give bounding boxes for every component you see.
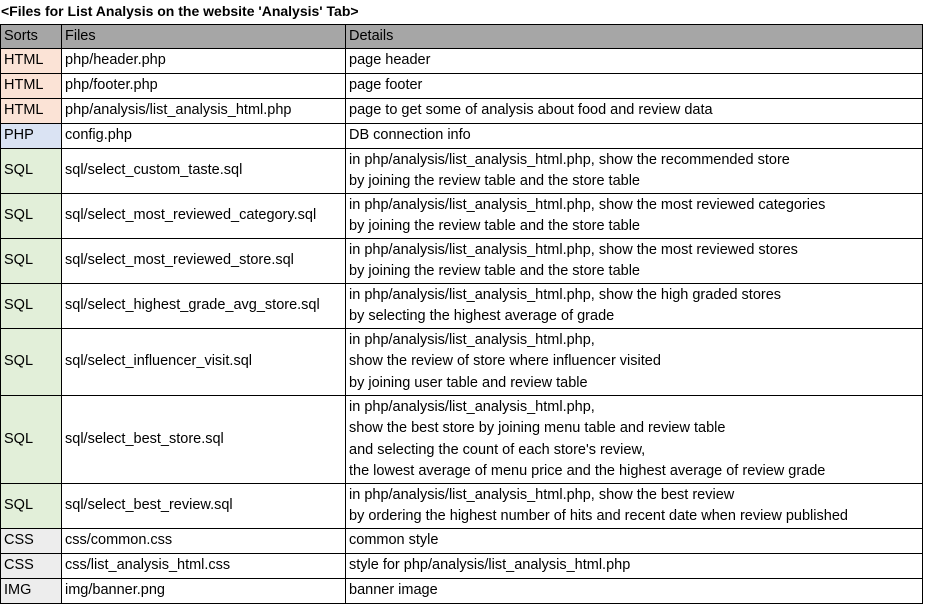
details-line: by joining the review table and the stor… [349, 173, 640, 189]
sort-cell: SQL [0, 148, 62, 194]
details-line: DB connection info [349, 127, 471, 144]
file-cell: sql/select_highest_grade_avg_store.sql [61, 283, 346, 329]
files-table: Sorts Files Details HTML php/header.php pa… [0, 24, 923, 604]
details-line: common style [349, 532, 439, 549]
file-cell: css/list_analysis_html.css [61, 553, 346, 579]
table-row: SQL sql/select_best_store.sql in php/analy… [0, 395, 923, 484]
sort-cell: CSS [0, 553, 62, 579]
file-cell: php/footer.php [61, 73, 346, 99]
details-line: page to get some of analysis about food … [349, 102, 713, 119]
table-row: HTML php/analysis/list_analysis_html.php p… [0, 98, 923, 124]
details-cell: in php/analysis/list_analysis_html.php, … [345, 283, 923, 329]
header-row: Sorts Files Details [0, 24, 923, 49]
header-sorts: Sorts [0, 24, 62, 49]
sort-cell: HTML [0, 48, 62, 74]
details-line: by joining the review table and the stor… [349, 263, 640, 279]
table-row: CSS css/list_analysis_html.css style for p… [0, 553, 923, 579]
details-line: in php/analysis/list_analysis_html.php, … [349, 196, 826, 213]
details-cell: style for php/analysis/list_analysis_htm… [345, 553, 923, 579]
page-title: <Files for List Analysis on the website … [1, 3, 359, 19]
details-line: style for php/analysis/list_analysis_htm… [349, 557, 631, 574]
table-row: CSS css/common.css common style [0, 528, 923, 554]
details-cell: common style [345, 528, 923, 554]
details-line: by ordering the highest number of hits a… [349, 508, 848, 524]
details-line: banner image [349, 582, 438, 599]
table-row: PHP config.php DB connection info [0, 123, 923, 149]
file-cell: config.php [61, 123, 346, 149]
table-row: SQL sql/select_most_reviewed_category.sql… [0, 193, 923, 239]
details-cell: in php/analysis/list_analysis_html.php, … [345, 193, 923, 239]
file-cell: css/common.css [61, 528, 346, 554]
sort-cell: SQL [0, 328, 62, 396]
sort-cell: PHP [0, 123, 62, 149]
details-line: in php/analysis/list_analysis_html.php, [349, 398, 595, 415]
details-cell: page footer [345, 73, 923, 99]
sort-cell: SQL [0, 238, 62, 284]
sort-cell: CSS [0, 528, 62, 554]
file-cell: sql/select_best_review.sql [61, 483, 346, 529]
details-line: in php/analysis/list_analysis_html.php, [349, 331, 595, 348]
details-cell: in php/analysis/list_analysis_html.php, … [345, 238, 923, 284]
details-line: and selecting the count of each store's … [349, 441, 646, 458]
sort-cell: SQL [0, 395, 62, 484]
details-line: page header [349, 52, 431, 69]
details-cell: in php/analysis/list_analysis_html.php, … [345, 483, 923, 529]
file-cell: sql/select_most_reviewed_store.sql [61, 238, 346, 284]
file-cell: sql/select_influencer_visit.sql [61, 328, 346, 396]
sort-cell: HTML [0, 73, 62, 99]
table-row: SQL sql/select_most_reviewed_store.sql in … [0, 238, 923, 284]
details-line: in php/analysis/list_analysis_html.php, … [349, 151, 790, 168]
details-line: in php/analysis/list_analysis_html.php, … [349, 286, 782, 303]
header-files: Files [61, 24, 346, 49]
details-line: show the review of store where influence… [349, 353, 661, 370]
details-cell: DB connection info [345, 123, 923, 149]
table-row: SQL sql/select_influencer_visit.sql in php… [0, 328, 923, 396]
file-cell: sql/select_best_store.sql [61, 395, 346, 484]
details-line: the lowest average of menu price and the… [349, 463, 826, 479]
file-cell: sql/select_most_reviewed_category.sql [61, 193, 346, 239]
file-cell: php/analysis/list_analysis_html.php [61, 98, 346, 124]
details-cell: in php/analysis/list_analysis_html.php, … [345, 148, 923, 194]
details-line: by joining user table and review table [349, 374, 588, 391]
sort-cell: SQL [0, 483, 62, 529]
sort-cell: SQL [0, 283, 62, 329]
file-cell: php/header.php [61, 48, 346, 74]
details-cell: page to get some of analysis about food … [345, 98, 923, 124]
details-line: by selecting the highest average of grad… [349, 308, 615, 324]
sort-cell: IMG [0, 578, 62, 604]
details-cell: banner image [345, 578, 923, 604]
header-details: Details [345, 24, 923, 49]
details-cell: in php/analysis/list_analysis_html.php,s… [345, 328, 923, 396]
details-cell: in php/analysis/list_analysis_html.php,s… [345, 395, 923, 484]
details-line: in php/analysis/list_analysis_html.php, … [349, 241, 798, 258]
table-row: IMG img/banner.png banner image [0, 578, 923, 604]
details-line: page footer [349, 77, 423, 94]
table-row: SQL sql/select_best_review.sql in php/anal… [0, 483, 923, 529]
details-line: show the best store by joining menu tabl… [349, 420, 726, 436]
details-line: by joining the review table and the stor… [349, 218, 640, 234]
details-line: in php/analysis/list_analysis_html.php, … [349, 486, 735, 503]
sort-cell: SQL [0, 193, 62, 239]
table-body: HTML php/header.php page header HTML php/foo… [0, 48, 923, 604]
table-row: HTML php/footer.php page footer [0, 73, 923, 99]
details-cell: page header [345, 48, 923, 74]
table-header: Sorts Files Details [0, 24, 923, 49]
table-row: HTML php/header.php page header [0, 48, 923, 74]
sort-cell: HTML [0, 98, 62, 124]
table-row: SQL sql/select_custom_taste.sql in php/ana… [0, 148, 923, 194]
file-cell: img/banner.png [61, 578, 346, 604]
file-cell: sql/select_custom_taste.sql [61, 148, 346, 194]
table-row: SQL sql/select_highest_grade_avg_store.sq… [0, 283, 923, 329]
